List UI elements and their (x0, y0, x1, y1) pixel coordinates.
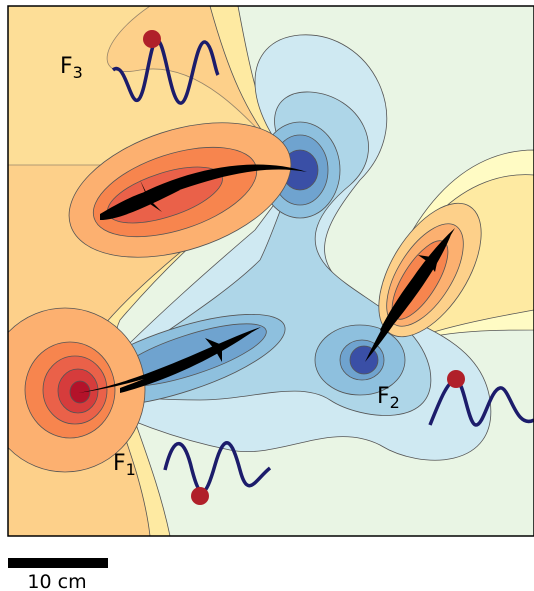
label-sub: 2 (390, 393, 400, 412)
marker (143, 30, 161, 48)
marker (191, 487, 209, 505)
fish (78, 164, 455, 393)
fish-label: F3 (60, 54, 83, 82)
fish-label: F1 (113, 451, 136, 479)
scale-bar (8, 558, 108, 568)
label-sub: 1 (126, 460, 136, 479)
label-base: F (377, 384, 390, 409)
frame (7, 5, 534, 537)
label-base: F (60, 54, 73, 79)
label-base: F (113, 451, 126, 476)
field-map (8, 6, 534, 536)
marker (447, 370, 465, 388)
fish-label: F2 (377, 384, 400, 412)
scale-label: 10 cm (27, 571, 86, 591)
label-sub: 3 (73, 63, 83, 82)
